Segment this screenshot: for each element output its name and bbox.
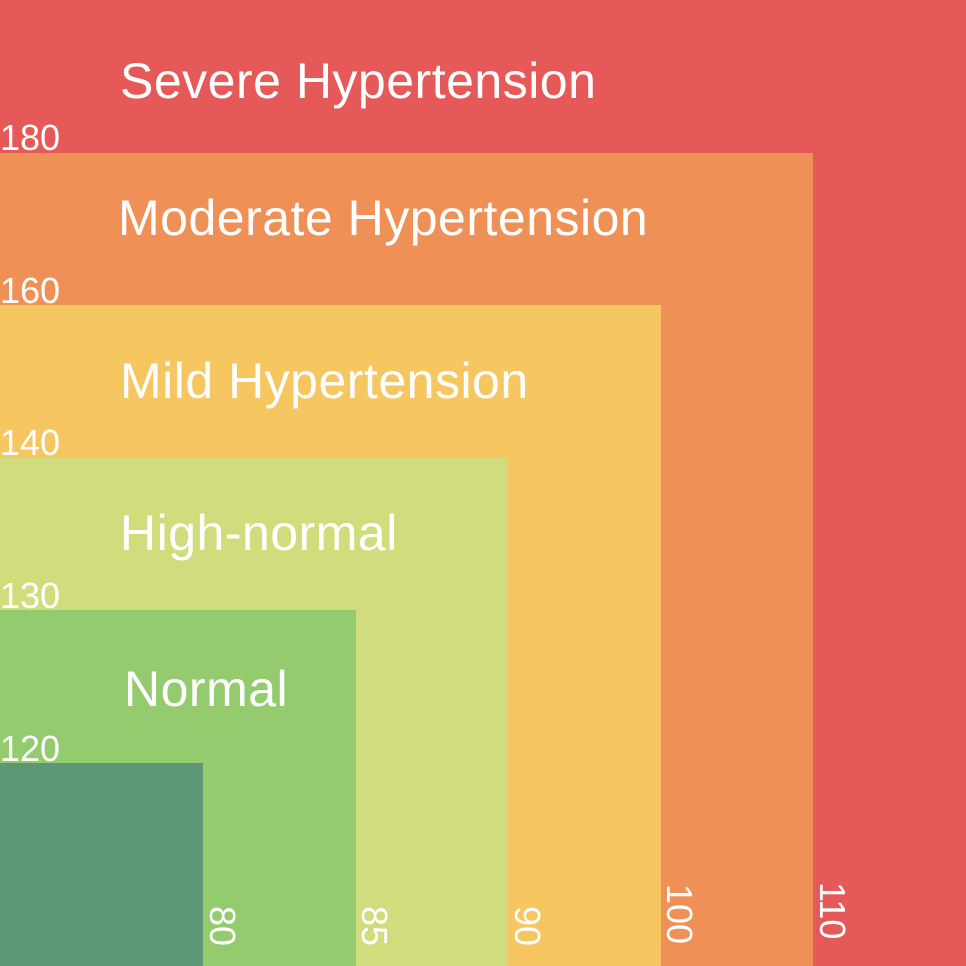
systolic-tick-180: 180: [0, 117, 61, 158]
zone-optimal: [0, 763, 203, 966]
systolic-tick-160: 160: [0, 270, 61, 311]
zone-label-mild: Mild Hypertension: [120, 353, 529, 409]
systolic-tick-140: 140: [0, 422, 61, 463]
diastolic-tick-110: 110: [812, 882, 853, 940]
diastolic-tick-85: 85: [354, 906, 395, 947]
zone-label-severe: Severe Hypertension: [120, 53, 597, 109]
systolic-tick-120: 120: [0, 728, 61, 769]
zone-label-high-normal: High-normal: [120, 505, 398, 561]
zone-label-moderate: Moderate Hypertension: [118, 190, 649, 246]
zone-label-normal: Normal: [124, 661, 289, 717]
diastolic-tick-100: 100: [659, 884, 700, 945]
diastolic-tick-80: 80: [202, 906, 243, 947]
systolic-tick-130: 130: [0, 575, 61, 616]
diastolic-tick-90: 90: [507, 906, 548, 947]
